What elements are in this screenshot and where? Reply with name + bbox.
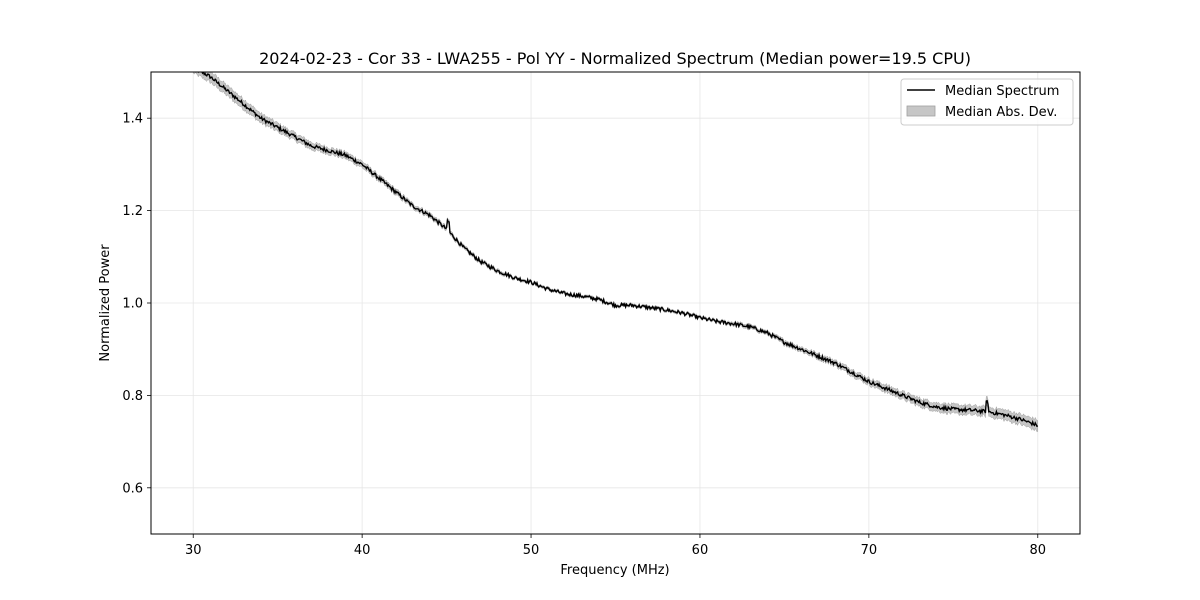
x-tick-label: 40 bbox=[354, 543, 371, 558]
y-tick-label: 0.8 bbox=[122, 389, 143, 404]
chart-title: 2024-02-23 - Cor 33 - LWA255 - Pol YY - … bbox=[259, 49, 971, 68]
x-axis-label: Frequency (MHz) bbox=[560, 563, 669, 578]
y-tick-label: 0.6 bbox=[122, 481, 143, 496]
plot-data bbox=[192, 72, 1039, 433]
y-tick-label: 1.2 bbox=[122, 204, 143, 219]
y-tick-label: 1.0 bbox=[122, 297, 143, 312]
x-tick-label: 30 bbox=[185, 543, 202, 558]
x-tick-label: 60 bbox=[692, 543, 709, 558]
median-spectrum-line bbox=[197, 72, 1039, 428]
legend-band-swatch bbox=[906, 105, 936, 117]
x-tick-label: 70 bbox=[861, 543, 878, 558]
x-tick-label: 50 bbox=[523, 543, 540, 558]
y-tick-label: 1.4 bbox=[122, 112, 143, 127]
x-tick-label: 80 bbox=[1029, 543, 1046, 558]
legend-band-label: Median Abs. Dev. bbox=[945, 105, 1057, 120]
legend-box bbox=[900, 78, 1074, 126]
legend: Median Spectrum Median Abs. Dev. bbox=[900, 78, 1074, 126]
axis-ticks: 30 40 50 60 70 80 0.6 0.8 1.0 1.2 1.4 bbox=[122, 112, 1046, 558]
y-axis-label: Normalized Power bbox=[98, 244, 113, 362]
legend-line-label: Median Spectrum bbox=[945, 84, 1059, 99]
